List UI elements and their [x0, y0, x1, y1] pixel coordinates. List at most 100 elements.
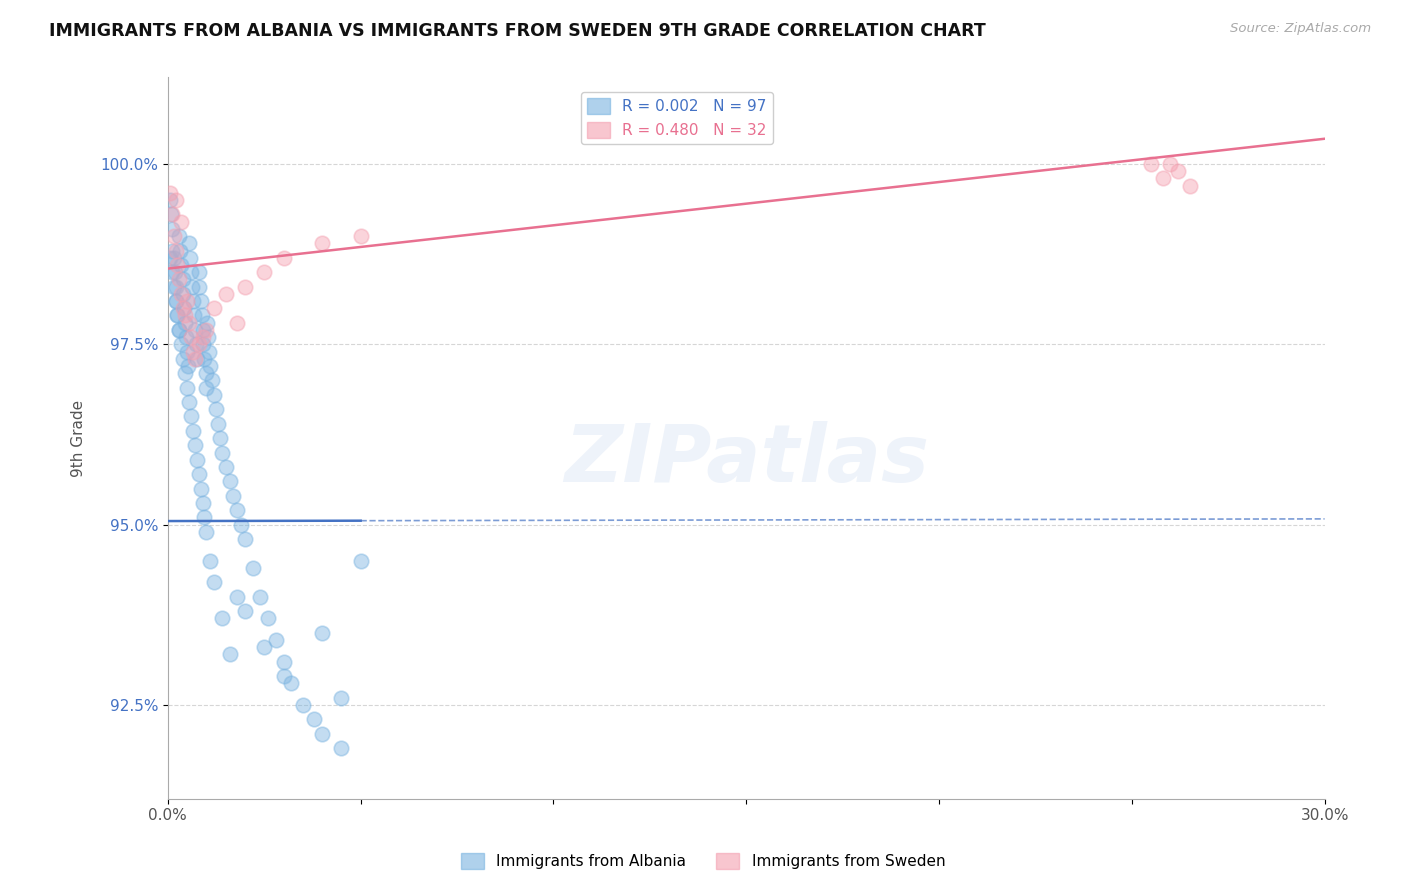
Point	[191, 330, 214, 344]
Point	[233, 604, 256, 618]
Legend: R = 0.002   N = 97, R = 0.480   N = 32: R = 0.002 N = 97, R = 0.480 N = 32	[581, 92, 773, 145]
Point	[177, 395, 200, 409]
Point	[311, 625, 333, 640]
Point	[211, 611, 233, 625]
Point	[194, 366, 217, 380]
Point	[183, 309, 205, 323]
Point	[193, 510, 215, 524]
Text: ZIPatlas: ZIPatlas	[564, 421, 929, 499]
Point	[180, 279, 202, 293]
Point	[167, 323, 190, 337]
Point	[195, 316, 218, 330]
Point	[162, 251, 184, 265]
Point	[162, 279, 184, 293]
Point	[190, 482, 212, 496]
Point	[172, 351, 194, 366]
Point	[174, 316, 197, 330]
Point	[195, 323, 218, 337]
Point	[330, 741, 353, 756]
Point	[159, 193, 181, 207]
Point	[180, 330, 202, 344]
Point	[162, 229, 184, 244]
Point	[179, 251, 201, 265]
Point	[218, 475, 240, 489]
Point	[181, 424, 204, 438]
Point	[184, 337, 207, 351]
Point	[186, 351, 208, 366]
Point	[190, 293, 212, 308]
Point	[1178, 178, 1201, 193]
Point	[193, 351, 215, 366]
Point	[165, 193, 187, 207]
Point	[215, 286, 238, 301]
Point	[186, 452, 208, 467]
Point	[165, 244, 187, 258]
Point	[273, 655, 295, 669]
Point	[169, 272, 191, 286]
Point	[177, 236, 200, 251]
Point	[195, 381, 218, 395]
Point	[233, 279, 256, 293]
Point	[197, 330, 219, 344]
Point	[166, 309, 188, 323]
Point	[229, 517, 252, 532]
Point	[170, 258, 193, 272]
Point	[180, 265, 202, 279]
Point	[172, 272, 194, 286]
Point	[169, 244, 191, 258]
Point	[176, 344, 198, 359]
Point	[173, 301, 195, 316]
Point	[201, 373, 224, 387]
Point	[264, 633, 287, 648]
Point	[181, 344, 204, 359]
Point	[226, 590, 249, 604]
Point	[215, 459, 238, 474]
Point	[160, 207, 183, 221]
Y-axis label: 9th Grade: 9th Grade	[72, 400, 86, 476]
Point	[273, 251, 295, 265]
Point	[176, 381, 198, 395]
Point	[187, 337, 209, 351]
Point	[163, 265, 186, 279]
Point	[218, 648, 240, 662]
Point	[166, 309, 188, 323]
Point	[222, 489, 245, 503]
Point	[176, 330, 198, 344]
Point	[159, 251, 181, 265]
Point	[349, 554, 371, 568]
Point	[169, 323, 191, 337]
Point	[170, 337, 193, 351]
Point	[249, 590, 271, 604]
Point	[1167, 164, 1189, 178]
Point	[202, 575, 225, 590]
Point	[208, 431, 231, 445]
Point	[1140, 157, 1163, 171]
Point	[180, 409, 202, 424]
Point	[207, 417, 229, 431]
Point	[188, 279, 211, 293]
Point	[172, 286, 194, 301]
Point	[1152, 171, 1174, 186]
Point	[253, 640, 276, 655]
Point	[181, 293, 204, 308]
Point	[177, 359, 200, 373]
Point	[160, 207, 183, 221]
Point	[191, 309, 214, 323]
Point	[187, 265, 209, 279]
Point	[304, 713, 326, 727]
Point	[159, 186, 181, 200]
Text: Source: ZipAtlas.com: Source: ZipAtlas.com	[1230, 22, 1371, 36]
Point	[165, 293, 187, 308]
Point	[166, 258, 188, 272]
Point	[211, 445, 233, 459]
Point	[198, 344, 221, 359]
Point	[226, 503, 249, 517]
Point	[176, 293, 198, 308]
Point	[202, 301, 225, 316]
Point	[205, 402, 228, 417]
Point	[200, 554, 222, 568]
Point	[191, 323, 214, 337]
Text: IMMIGRANTS FROM ALBANIA VS IMMIGRANTS FROM SWEDEN 9TH GRADE CORRELATION CHART: IMMIGRANTS FROM ALBANIA VS IMMIGRANTS FR…	[49, 22, 986, 40]
Point	[169, 229, 191, 244]
Point	[165, 293, 187, 308]
